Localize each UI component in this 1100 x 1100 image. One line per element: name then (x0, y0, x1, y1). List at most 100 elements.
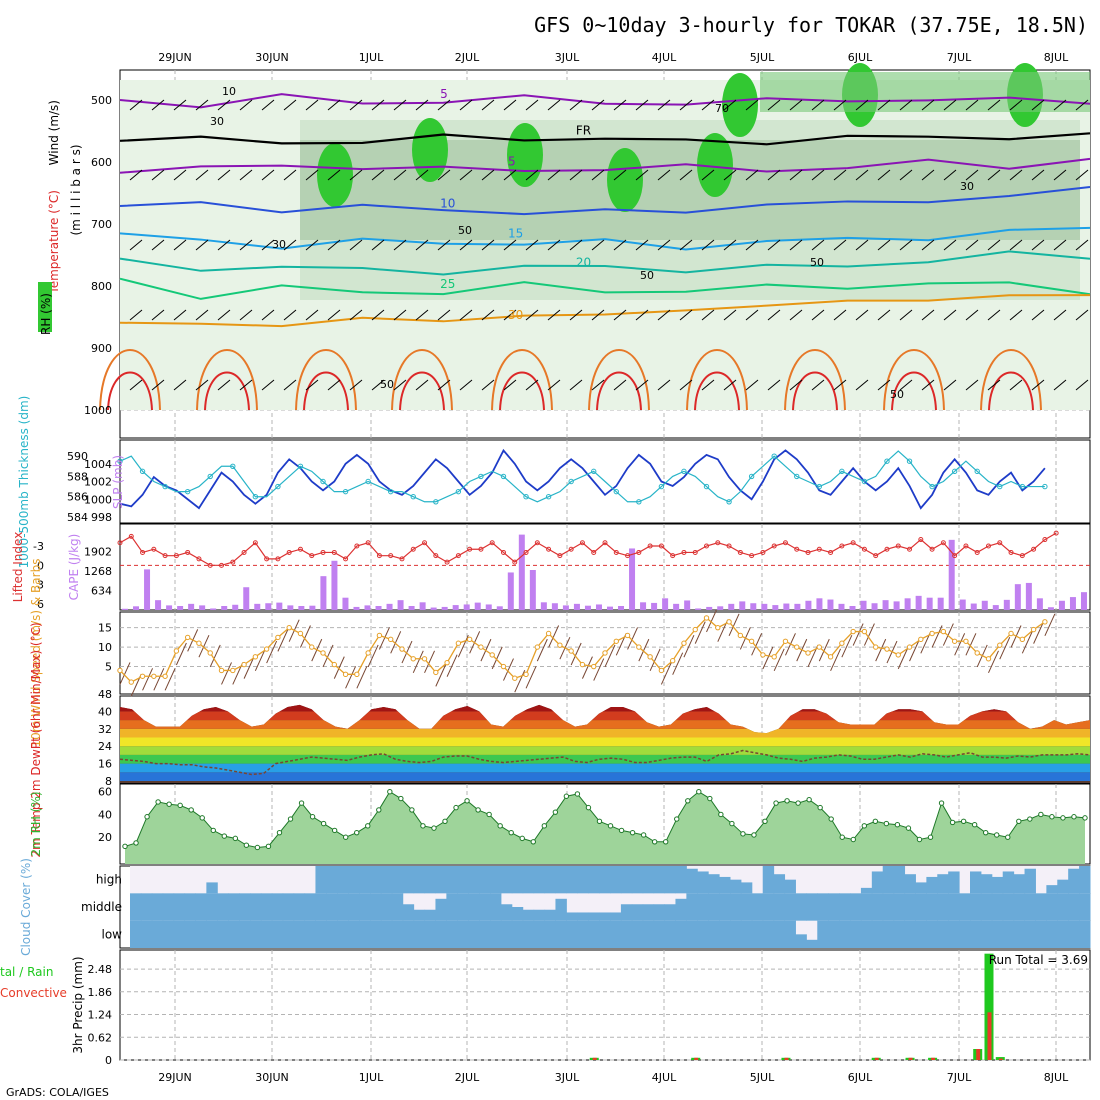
lifted-index-point (534, 540, 540, 546)
wind-ylabel: 10m Wind Speed (m/s) & Barbs (29, 559, 43, 748)
wind-barb (1075, 239, 1089, 251)
lifted-index-point (985, 543, 991, 549)
temp-band (120, 746, 1090, 755)
wind-barb (481, 379, 495, 391)
wind-speed-point (805, 650, 811, 656)
wind-barb (811, 99, 825, 111)
y-tick-temp: 48 (98, 688, 112, 701)
wind-barb (1075, 379, 1089, 391)
lifted-index-point (467, 546, 473, 552)
wind-barb (987, 239, 1001, 251)
wind-barb (481, 99, 495, 111)
cloud-cell-high (588, 866, 600, 894)
dewpt-line (119, 749, 1091, 776)
cloud-cell-low (293, 920, 306, 948)
wind-barb (877, 169, 891, 181)
surface-wind-barb (570, 642, 582, 666)
cloud-cell-high (348, 866, 360, 894)
wind-speed-point (794, 644, 800, 650)
isotherm-red-loop (988, 371, 1034, 411)
lifted-index-point (219, 562, 225, 568)
wind-barb (789, 99, 803, 111)
rh-point (431, 825, 437, 831)
cloud-cell-low (839, 920, 851, 948)
y-tick-cape: 634 (91, 584, 112, 597)
upper-ylabel-temp: Temperature (°C) (47, 190, 61, 295)
cloud-cell-high (533, 866, 546, 894)
cape-bar (805, 600, 812, 610)
lifted-index-point (422, 540, 428, 546)
cloud-cell-middle (402, 904, 415, 921)
wind-barb (393, 99, 407, 111)
surface-wind-barb (672, 652, 684, 675)
surface-wind-barb (728, 613, 740, 637)
cloud-cell-low (500, 920, 513, 948)
cloud-cell-high (860, 887, 873, 894)
rh-point (751, 832, 757, 838)
cloud-cell-middle (130, 893, 142, 921)
cape-bar (265, 603, 272, 610)
cloud-cell-low (893, 920, 906, 948)
rh-contour-label: 50 (890, 388, 904, 401)
wind-barb (151, 379, 165, 391)
rh-point (927, 834, 934, 840)
rh-point (938, 800, 945, 806)
wind-barb (569, 99, 583, 111)
surface-wind-barb (322, 644, 334, 668)
cloud-row-label: middle (81, 900, 122, 914)
wind-speed-point (1042, 619, 1048, 625)
surface-wind-barb (897, 646, 909, 670)
thickness-point (252, 494, 259, 500)
wind-barb (415, 99, 429, 111)
isotherm-red-loop (399, 371, 445, 411)
surface-wind-barb (818, 638, 830, 662)
wind-barb (459, 379, 473, 391)
y-tick-thickness: 588 (67, 470, 88, 483)
rh-point (1060, 815, 1066, 821)
cloud-cell-middle (555, 898, 567, 921)
wind-barb (327, 169, 341, 181)
cloud-cell-low (1068, 920, 1080, 948)
y-tick-temp: 40 (98, 705, 112, 718)
cloud-cell-middle (304, 893, 316, 921)
lifted-index-point (297, 546, 303, 552)
wind-speed-point (365, 650, 371, 656)
wind-barb (481, 169, 495, 181)
wind-barb (877, 379, 891, 391)
wind-barb (701, 169, 715, 181)
wind-speed-point (951, 638, 958, 644)
lifted-index-point (940, 540, 946, 546)
thickness-point (207, 473, 213, 480)
temp-band (120, 728, 1090, 738)
cloud-cell-high (337, 866, 349, 894)
surface-wind-barb (446, 654, 458, 677)
cloud-cell-middle (795, 893, 807, 921)
rh-point (828, 816, 834, 822)
rh-point (398, 795, 404, 802)
x-tick-bottom: 30JUN (255, 1071, 289, 1084)
wind-speed-point (489, 652, 495, 658)
thickness-point (342, 488, 349, 495)
wind-speed-point (760, 652, 766, 658)
lifted-index-point (140, 549, 146, 555)
y-tick-rh: 20 (98, 831, 112, 844)
surface-wind-barb (931, 625, 943, 648)
wind-barb (591, 379, 605, 391)
wind-speed-point (387, 636, 394, 643)
precip-legend-conv: Convective (0, 986, 67, 1000)
cape-bar (584, 605, 591, 610)
rh-contour-label: 10 (222, 85, 236, 98)
wind-barb (723, 309, 737, 321)
cloud-cell-high (1013, 874, 1026, 894)
cape-bar (827, 599, 834, 610)
cape-bar (474, 602, 481, 610)
wind-speed-point (895, 652, 901, 658)
y-tick-precip: 2.48 (88, 963, 113, 976)
wind-barb (305, 379, 319, 391)
cloud-cell-middle (370, 893, 382, 921)
cape-bar (684, 600, 691, 610)
cape-bar (408, 606, 415, 610)
cloud-cell-low (730, 920, 742, 948)
wind-barb (349, 379, 363, 391)
cloud-cell-middle (926, 893, 938, 921)
